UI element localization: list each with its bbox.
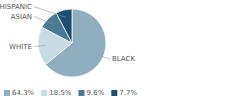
pie [38,9,106,77]
leader-line [34,17,53,25]
chart: BLACK WHITE ASIAN HISPANIC 64.3% 18.5% 9.6% 7.7… [0,0,240,100]
slice [56,9,72,43]
leader-line [96,54,110,59]
legend: 64.3% 18.5% 9.6% 7.7% [4,89,137,97]
legend-label: 64.3% [12,89,35,97]
legend-swatch [79,90,85,96]
slice-label: WHITE [9,43,32,51]
legend-swatch [4,90,10,96]
legend-label: 7.7% [119,89,137,97]
labels: BLACK WHITE ASIAN HISPANIC [0,3,135,63]
leader-line [34,46,46,47]
legend-label: 18.5% [49,89,72,97]
legend-label: 9.6% [87,89,105,97]
legend-swatch [41,90,47,96]
slice-label: BLACK [112,55,135,63]
leader-line [34,7,66,18]
legend-swatch [111,90,117,96]
slice-label: ASIAN [11,13,32,21]
slice-label: HISPANIC [0,3,32,11]
